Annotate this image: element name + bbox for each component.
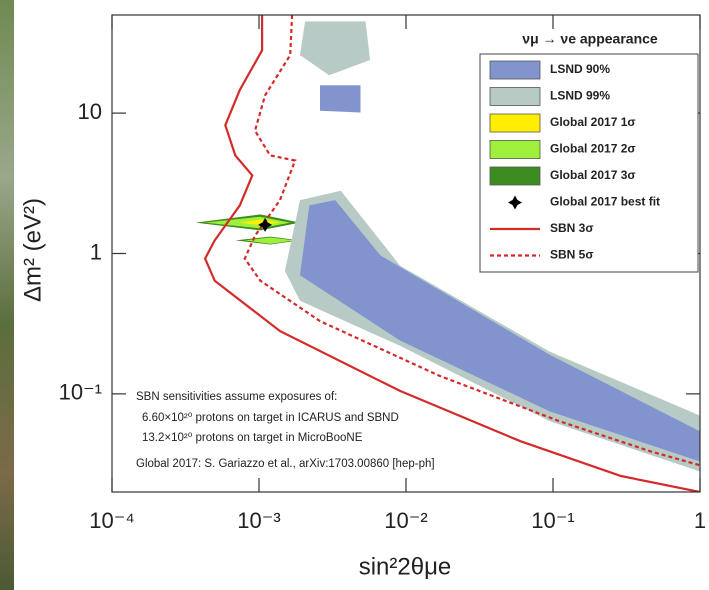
legend-label: Global 2017 1σ	[550, 115, 636, 129]
x-tick-label: 1	[694, 508, 706, 533]
legend-label: SBN 3σ	[550, 221, 594, 235]
legend-label: SBN 5σ	[550, 248, 594, 262]
legend-swatch	[490, 167, 540, 185]
page: 10⁻⁴ 10⁻³ 10⁻² 10⁻¹ 1 10⁻¹ 1 10 sin²2θμe Δm² (eV²…	[0, 0, 709, 590]
y-axis-label: Δm² (eV²)	[19, 198, 46, 302]
annotation: 13.2×10²⁰ protons on target in MicroBooN…	[142, 432, 363, 444]
legend-box	[480, 54, 698, 272]
x-axis-label: sin²2θμe	[359, 553, 452, 580]
annotation: Global 2017: S. Gariazzo et al., arXiv:1…	[136, 458, 435, 470]
annotation: SBN sensitivities assume exposures of:	[136, 391, 337, 403]
legend-title: νμ → νe appearance	[522, 31, 658, 47]
legend-swatch	[490, 141, 540, 159]
y-tick-label: 10	[78, 99, 102, 124]
legend-label: Global 2017 best fit	[550, 195, 660, 209]
x-tick-label: 10⁻³	[237, 508, 280, 533]
legend-swatch	[490, 88, 540, 106]
chart: 10⁻⁴ 10⁻³ 10⁻² 10⁻¹ 1 10⁻¹ 1 10 sin²2θμe Δm² (eV²…	[0, 0, 709, 590]
region	[320, 85, 361, 112]
x-tick-label: 10⁻²	[384, 508, 427, 533]
annotation: 6.60×10²⁰ protons on target in ICARUS an…	[142, 412, 399, 424]
x-tick-label: 10⁻¹	[531, 508, 574, 533]
legend-swatch	[490, 114, 540, 132]
legend-label: Global 2017 2σ	[550, 142, 636, 156]
y-tick-label: 10⁻¹	[59, 380, 102, 405]
y-tick-label: 1	[90, 239, 102, 264]
legend-label: LSND 99%	[550, 89, 610, 103]
legend-swatch	[490, 61, 540, 79]
legend-label: LSND 90%	[550, 62, 610, 76]
x-tick-label: 10⁻⁴	[89, 508, 135, 533]
legend-label: Global 2017 3σ	[550, 168, 636, 182]
